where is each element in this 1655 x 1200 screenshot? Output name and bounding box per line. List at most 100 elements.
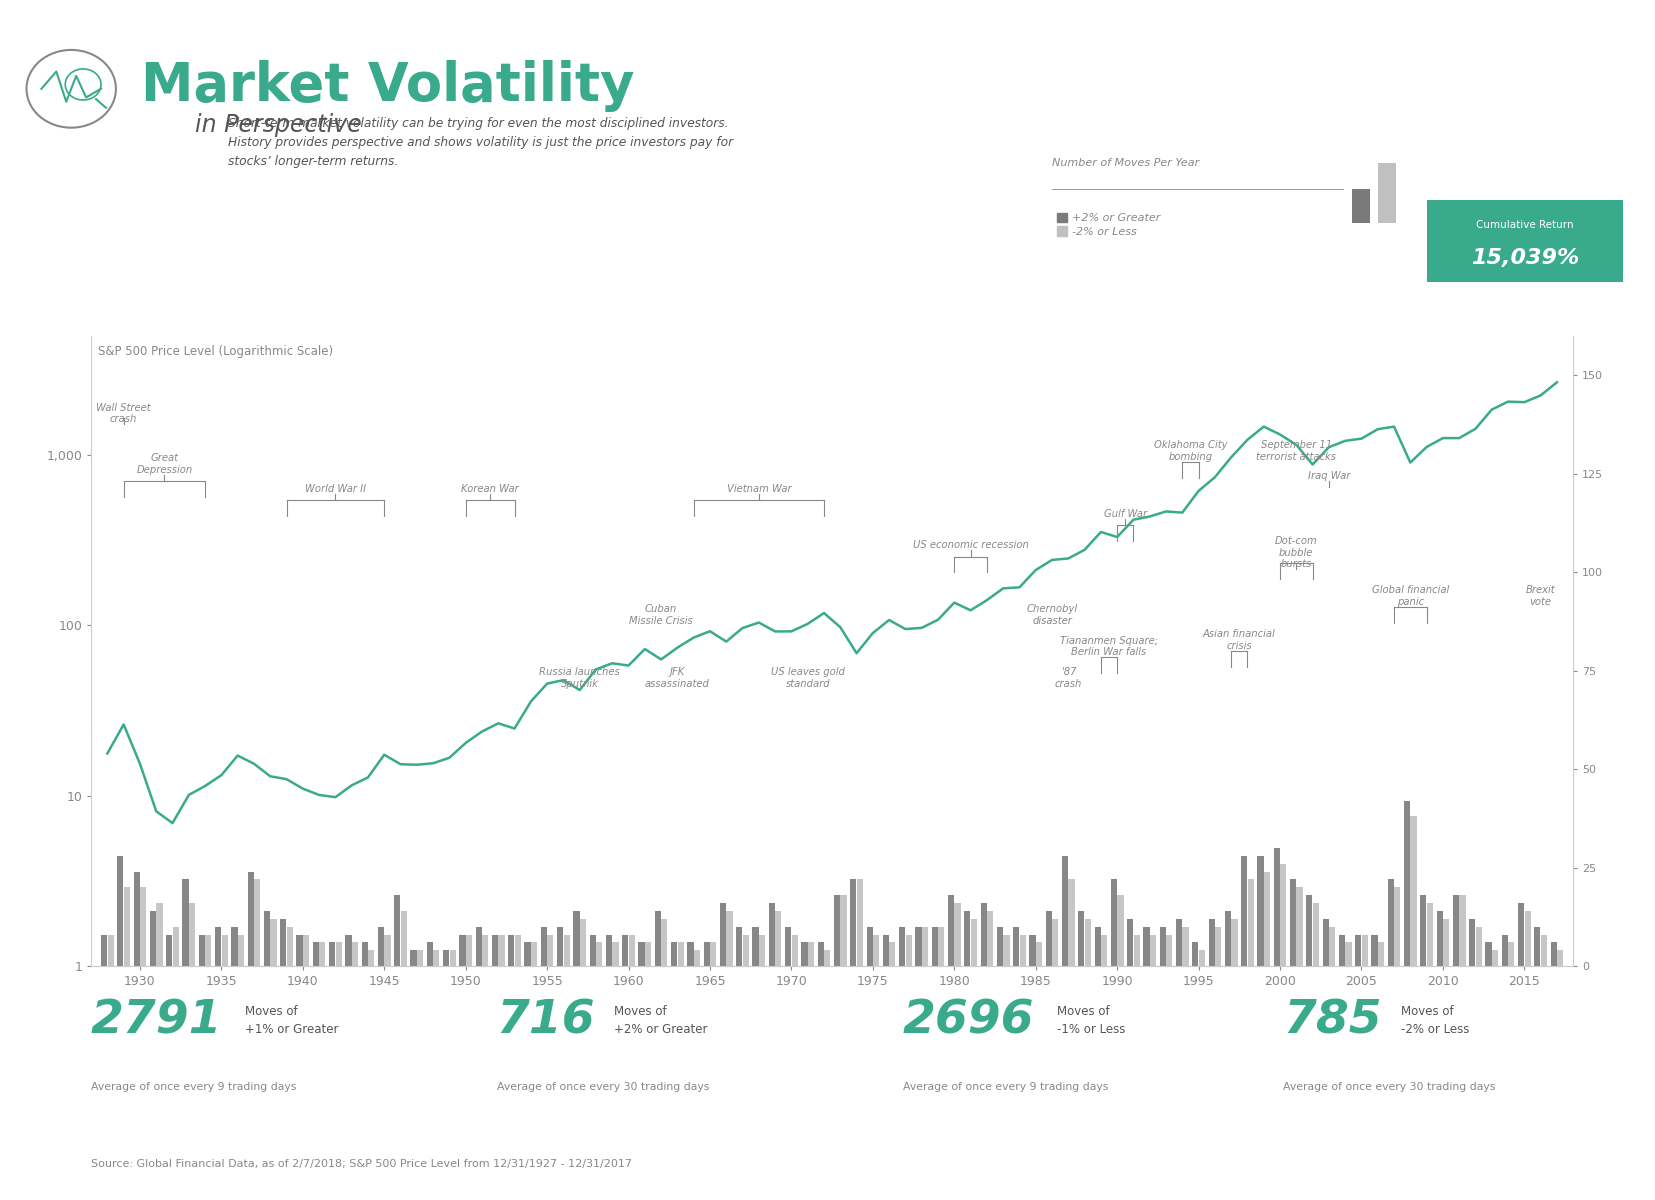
Bar: [1111, 880, 1117, 966]
Bar: [182, 880, 189, 966]
Bar: [141, 887, 146, 966]
Bar: [475, 926, 482, 966]
Bar: [124, 887, 131, 966]
Bar: [1549, 942, 1556, 966]
Text: Average of once every 9 trading days: Average of once every 9 trading days: [902, 1082, 1107, 1092]
Bar: [703, 942, 710, 966]
Bar: [1403, 800, 1410, 966]
Text: Moves of
-2% or Less: Moves of -2% or Less: [1400, 1006, 1468, 1037]
Bar: [1451, 895, 1458, 966]
Bar: [1175, 919, 1182, 966]
Bar: [1019, 935, 1024, 966]
Text: US economic recession: US economic recession: [912, 540, 1028, 550]
Bar: [215, 926, 222, 966]
Bar: [889, 942, 895, 966]
Bar: [238, 935, 243, 966]
Bar: [1182, 926, 1188, 966]
Text: Moves of
+2% or Greater: Moves of +2% or Greater: [614, 1006, 707, 1037]
Bar: [444, 950, 449, 966]
Legend: +2% or Greater, -2% or Less: +2% or Greater, -2% or Less: [1056, 212, 1158, 236]
Bar: [434, 950, 439, 966]
Bar: [1094, 926, 1101, 966]
Bar: [872, 935, 879, 966]
Bar: [1208, 919, 1215, 966]
Bar: [775, 911, 781, 966]
Bar: [710, 942, 717, 966]
Bar: [899, 926, 905, 966]
Bar: [1491, 950, 1498, 966]
Bar: [1427, 902, 1432, 966]
Bar: [417, 950, 424, 966]
Bar: [377, 926, 384, 966]
Bar: [1533, 926, 1539, 966]
Bar: [677, 942, 684, 966]
Text: 15,039%: 15,039%: [1470, 247, 1579, 268]
Bar: [660, 919, 667, 966]
Bar: [953, 902, 960, 966]
Bar: [449, 950, 455, 966]
Text: 2696: 2696: [902, 998, 1033, 1044]
Text: Market Volatility: Market Volatility: [141, 60, 634, 112]
Bar: [1142, 926, 1149, 966]
Bar: [482, 935, 488, 966]
Bar: [232, 926, 237, 966]
Bar: [824, 950, 829, 966]
Bar: [693, 950, 700, 966]
Bar: [1508, 942, 1513, 966]
Text: S&P 500 Price Level (Logarithmic Scale): S&P 500 Price Level (Logarithmic Scale): [98, 346, 333, 359]
Text: Asian financial
crisis: Asian financial crisis: [1202, 629, 1274, 650]
Bar: [361, 942, 367, 966]
Bar: [1013, 926, 1019, 966]
Bar: [1240, 856, 1246, 966]
Text: Source: Global Financial Data, as of 2/7/2018; S&P 500 Price Level from 12/31/19: Source: Global Financial Data, as of 2/7…: [91, 1159, 632, 1169]
Bar: [1036, 942, 1041, 966]
Bar: [1539, 935, 1546, 966]
Bar: [720, 902, 725, 966]
Bar: [1061, 856, 1067, 966]
Bar: [531, 942, 536, 966]
Bar: [1192, 942, 1198, 966]
Bar: [303, 935, 309, 966]
Text: Number of Moves Per Year: Number of Moves Per Year: [1051, 157, 1198, 168]
Bar: [743, 935, 748, 966]
Bar: [1225, 911, 1230, 966]
Bar: [394, 895, 401, 966]
Bar: [612, 942, 619, 966]
Bar: [367, 950, 374, 966]
Bar: [1377, 942, 1384, 966]
Bar: [319, 942, 326, 966]
Bar: [1370, 935, 1377, 966]
Text: Vietnam War: Vietnam War: [727, 484, 791, 493]
Bar: [1003, 935, 1010, 966]
Bar: [1387, 880, 1394, 966]
Bar: [1149, 935, 1155, 966]
Bar: [1442, 919, 1448, 966]
Bar: [541, 926, 546, 966]
Bar: [508, 935, 515, 966]
Bar: [525, 942, 530, 966]
Bar: [922, 926, 927, 966]
Bar: [1322, 919, 1327, 966]
Bar: [166, 935, 172, 966]
Bar: [687, 942, 693, 966]
Bar: [313, 942, 319, 966]
Bar: [1134, 935, 1139, 966]
Text: in Perspective: in Perspective: [195, 113, 362, 137]
Text: September 11
terrorist attacks: September 11 terrorist attacks: [1256, 440, 1336, 462]
Bar: [156, 902, 162, 966]
Bar: [1344, 942, 1350, 966]
Bar: [1556, 950, 1562, 966]
Bar: [296, 935, 303, 966]
Bar: [970, 919, 976, 966]
Bar: [1312, 902, 1317, 966]
Bar: [222, 935, 228, 966]
Bar: [286, 926, 293, 966]
Bar: [1485, 942, 1491, 966]
Bar: [1394, 887, 1400, 966]
Bar: [1029, 935, 1034, 966]
Bar: [1475, 926, 1481, 966]
Bar: [1524, 911, 1529, 966]
Bar: [963, 911, 970, 966]
Bar: [1067, 880, 1074, 966]
Bar: [1435, 911, 1442, 966]
